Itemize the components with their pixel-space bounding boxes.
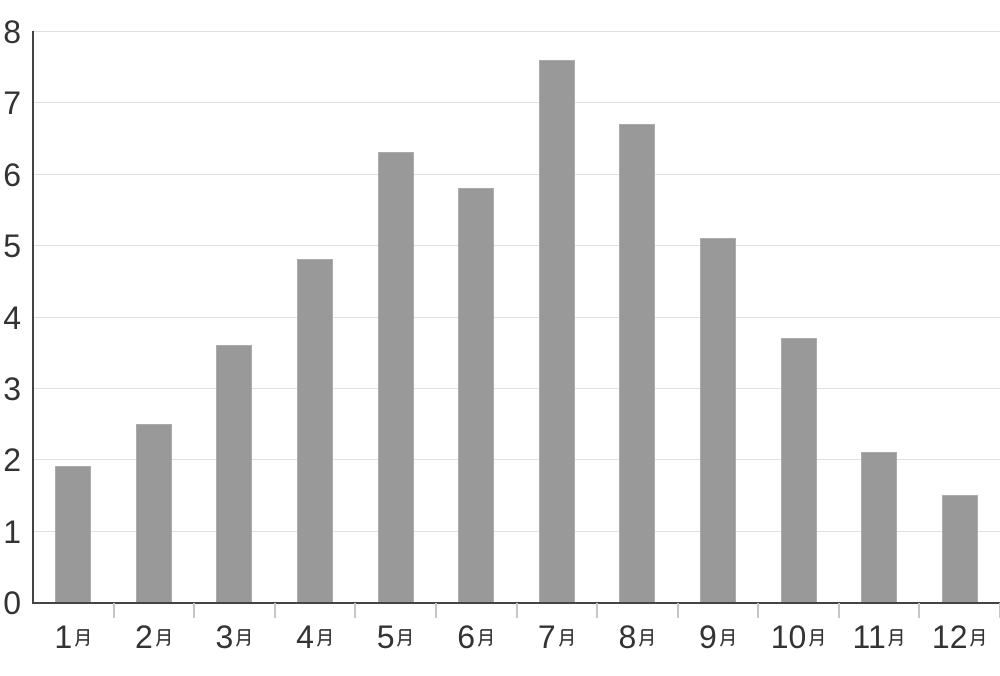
x-axis-label-11月: 11 (853, 617, 906, 657)
month-kanji-icon (397, 629, 412, 647)
x-axis-label-3月: 3 (216, 617, 254, 657)
x-axis-tick (515, 603, 518, 618)
bar-3月 (216, 345, 253, 602)
x-axis-tick (112, 603, 115, 618)
y-axis-tick-label-3: 3 (3, 370, 21, 407)
x-axis-tick (354, 603, 357, 618)
x-label-number: 11 (852, 619, 886, 655)
bar-1月 (55, 466, 92, 602)
x-axis-tick (676, 603, 679, 618)
x-axis-label-8月: 8 (618, 617, 656, 657)
month-kanji-icon (477, 629, 492, 647)
x-axis-tick (273, 603, 276, 618)
x-axis-tick (434, 603, 437, 618)
month-kanji-icon (970, 629, 985, 647)
x-label-number: 1 (54, 619, 73, 655)
x-label-number: 3 (215, 619, 234, 655)
x-axis-label-2月: 2 (135, 617, 173, 657)
bar-12月 (941, 495, 978, 602)
month-kanji-icon (316, 629, 331, 647)
gridline-y-4 (34, 316, 1000, 318)
bar-8月 (619, 124, 656, 602)
x-axis-label-12月: 12 (932, 617, 988, 657)
gridline-y-3 (34, 387, 1000, 389)
bar-11月 (861, 452, 898, 602)
x-label-number: 4 (296, 619, 314, 655)
month-kanji-icon (809, 629, 824, 647)
x-axis-label-10月: 10 (771, 617, 827, 657)
x-label-number: 12 (931, 619, 968, 655)
x-axis-label-5月: 5 (377, 617, 415, 657)
x-axis-label-9月: 9 (699, 617, 737, 657)
month-kanji-icon (236, 629, 251, 647)
month-kanji-icon (719, 629, 734, 647)
bar-7月 (538, 60, 575, 602)
x-label-number: 5 (376, 619, 395, 655)
x-label-number: 10 (770, 619, 807, 655)
x-label-number: 7 (537, 619, 556, 655)
x-axis-tick (757, 603, 760, 618)
bar-9月 (699, 238, 736, 602)
x-label-number: 6 (457, 619, 476, 655)
y-axis-tick-label-6: 6 (3, 156, 21, 193)
x-axis-tick (193, 603, 196, 618)
x-axis-tick (918, 603, 921, 618)
month-kanji-icon (75, 629, 90, 647)
y-axis-tick-label-1: 1 (3, 513, 21, 550)
gridline-y-8 (34, 31, 1000, 32)
y-axis-tick-label-5: 5 (3, 228, 21, 265)
y-axis-tick-label-8: 8 (3, 14, 21, 50)
bar-4月 (297, 259, 334, 602)
plot-area (32, 31, 1000, 604)
x-label-number: 2 (134, 619, 153, 655)
bar-5月 (377, 152, 414, 602)
month-kanji-icon (155, 629, 170, 647)
y-axis-tick-label-2: 2 (3, 442, 21, 479)
x-axis-label-6月: 6 (457, 617, 495, 657)
x-label-number: 9 (699, 619, 717, 655)
x-axis-tick (596, 603, 599, 618)
x-axis-label-7月: 7 (538, 617, 576, 657)
gridline-y-5 (34, 245, 1000, 247)
bar-2月 (135, 424, 172, 602)
y-axis-tick-label-0: 0 (3, 585, 21, 621)
gridline-y-2 (34, 459, 1000, 461)
gridline-y-1 (34, 530, 1000, 532)
gridline-y-7 (34, 102, 1000, 104)
y-axis-tick-label-7: 7 (3, 85, 21, 122)
x-axis-label-4月: 4 (296, 617, 334, 657)
x-axis-tick (837, 603, 840, 618)
month-kanji-icon (639, 629, 654, 647)
y-axis-tick-label-4: 4 (3, 299, 21, 336)
month-kanji-icon (888, 629, 903, 647)
bar-6月 (458, 188, 495, 602)
gridline-y-6 (34, 173, 1000, 175)
bar-10月 (780, 338, 817, 602)
month-kanji-icon (558, 629, 573, 647)
x-label-number: 8 (618, 619, 637, 655)
x-axis-label-1月: 1 (54, 617, 92, 657)
